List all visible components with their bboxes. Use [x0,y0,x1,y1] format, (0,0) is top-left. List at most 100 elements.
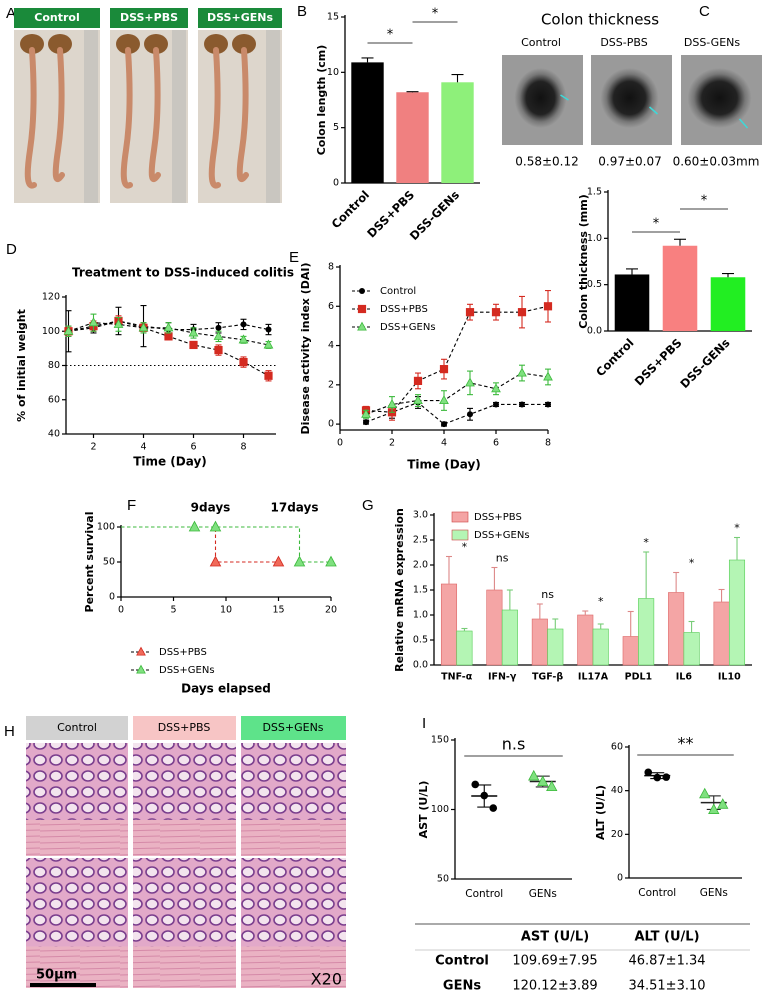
chart: 40 60 80 100 120 2 4 6 8 % of initial weight Time … [15,266,294,469]
bar [728,559,746,666]
marker [465,308,475,317]
bar [683,632,700,666]
marker [239,357,248,367]
marker [325,555,337,567]
y-tick-label: 0 [617,873,623,884]
marker [88,317,99,327]
bar [592,628,609,666]
label-box [110,8,188,28]
marker [240,321,247,328]
x-tick-label: 15 [272,605,284,616]
bar [531,618,548,666]
marker [63,325,74,335]
y-tick-label: 15 [327,12,339,23]
y-tick-label: 10 [327,67,339,78]
chart: 0 50 100 0 5 10 15 20 Percent survival Days elaps… [83,501,337,696]
table-cell: 109.69±7.95 [512,954,597,969]
marker [441,421,447,428]
marker [136,646,146,656]
colon-top [48,34,72,54]
ct-label: Control [521,36,561,49]
y-tick-label: 1.5 [587,187,602,198]
photo-label: DSS+GENs [207,11,273,24]
histology-muscle [241,946,346,988]
legend-label: DSS+GENs [474,530,530,541]
x-axis-label: Time (Day) [133,455,207,469]
marker [439,395,449,405]
magnification: X20 [311,970,342,989]
y-tick-label: 20 [611,829,623,840]
y-tick-label: 3.0 [413,510,428,521]
bar [441,82,474,183]
x-tick-label: 20 [325,605,337,616]
x-tick-label: Control [593,336,637,380]
y-tick-label: 0.5 [587,279,602,290]
legend-swatch [451,529,469,541]
colon [208,47,221,189]
ct-measure-line [560,94,569,101]
x-tick-label: 4 [441,438,447,449]
chart-title: Treatment to DSS-induced colitis [72,266,294,280]
marker [163,322,174,332]
panel-letter: A [6,5,16,22]
series-line [365,401,548,425]
y-tick-label: 0 [333,178,339,189]
x-tick-label: 6 [493,438,499,449]
legend-label: Control [380,286,416,297]
marker [662,773,671,781]
marker [519,401,525,408]
marker [545,401,551,408]
x-tick-label: TGF-β [532,672,563,683]
photo-label: Control [34,11,79,24]
marker [209,555,222,567]
ct-colon [600,68,659,128]
x-tick-label: IL17A [578,672,609,683]
significance: * [734,522,740,535]
panel-letter: H [4,723,15,740]
marker [528,769,540,781]
significance: n.s [502,735,526,754]
y-tick-label: 120 [42,292,60,303]
ct-measure: 0.60±0.03mm [673,155,760,169]
marker [215,324,222,331]
y-tick-label: 0 [109,592,115,603]
x-tick-label: 2 [90,442,96,453]
marker [489,804,498,812]
marker [543,302,553,311]
x-axis-label: Time (Day) [407,458,481,472]
bar [713,601,730,666]
series-line [68,320,269,332]
x-tick-label: Control [329,188,373,232]
marker [113,318,124,328]
colon-top [116,34,140,54]
x-tick-label: GENs [700,887,728,899]
marker [413,376,423,386]
y-tick-label: 80 [48,360,60,371]
series-line [121,526,279,563]
scale-label: 50μm [36,968,77,983]
histology-label: DSS+GENs [262,721,323,734]
histology-muscle [133,819,236,856]
table-cell: 46.87±1.34 [628,954,705,969]
histology-label: Control [57,721,97,734]
bar [440,583,458,666]
marker [138,322,149,332]
y-tick-label: 2.0 [413,560,428,571]
marker [517,367,527,377]
marker [439,365,449,374]
y-axis-label: Disease activity index (DAI) [299,263,312,435]
chart: 50 100 150 AST (U/L) Control GENs n.s [417,735,572,900]
marker [465,377,475,387]
y-tick-label: 40 [48,429,60,440]
significance: * [387,28,394,43]
marker [471,780,480,789]
colon [52,47,65,183]
legend-swatch [451,511,469,523]
bar [622,636,639,666]
significance: ns [541,588,554,601]
y-tick-label: 150 [431,735,449,746]
ct-measure: 0.58±0.12 [515,155,579,169]
x-tick-label: 6 [190,442,196,453]
marker [517,308,527,317]
colon [148,47,161,183]
